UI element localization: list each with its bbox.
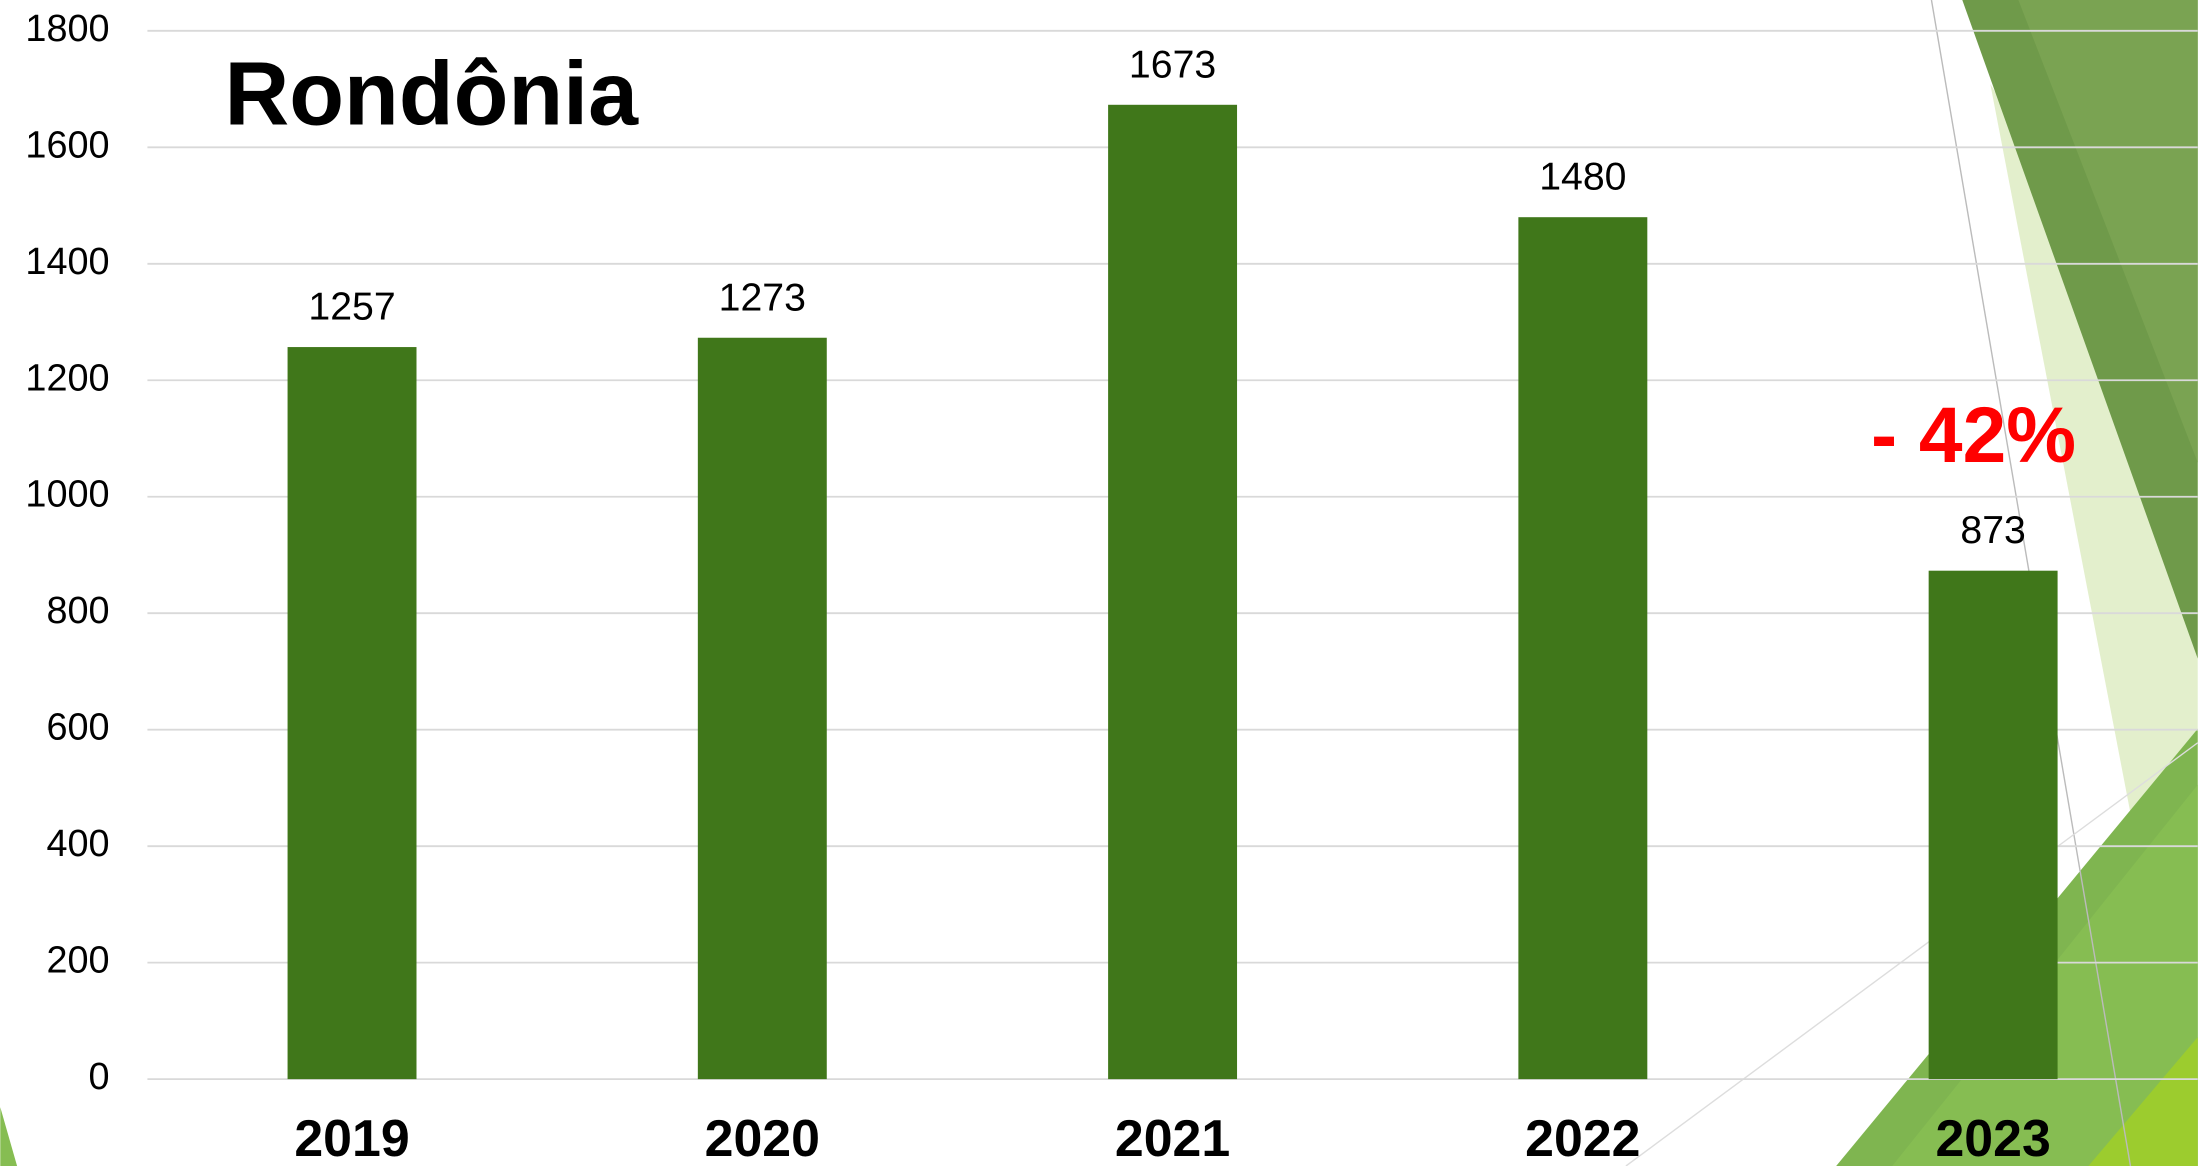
y-tick-label: 1600 [25, 124, 109, 166]
value-label: 1257 [308, 285, 395, 329]
value-label: 1673 [1129, 42, 1216, 86]
y-tick-label: 1200 [25, 357, 109, 399]
bar [1108, 104, 1238, 1080]
x-tick-label: 2023 [1935, 1109, 2050, 1166]
y-tick-label: 0 [89, 1056, 110, 1098]
marks: 2019 1257 2020 1273 2021 1673 2022 1480 2023 873 [287, 42, 2058, 1166]
y-tick-label: 200 [46, 940, 109, 982]
chart-title: Rondônia [225, 45, 640, 145]
y-tick-label: 1000 [25, 474, 109, 516]
x-tick-label: 2020 [705, 1109, 820, 1166]
value-label: 1480 [1539, 155, 1626, 199]
bar [697, 337, 827, 1080]
bar [1928, 570, 2058, 1080]
y-tick-label: 600 [46, 707, 109, 749]
x-tick-label: 2022 [1525, 1109, 1640, 1166]
x-tick-label: 2021 [1115, 1109, 1230, 1166]
x-tick-label: 2019 [294, 1109, 409, 1166]
bar [287, 347, 417, 1080]
y-tick-label: 800 [46, 590, 109, 632]
annotation: - 42% [1871, 391, 2076, 479]
bar [1518, 217, 1648, 1080]
y-tick-label: 1800 [25, 8, 109, 50]
value-label: 1273 [719, 275, 806, 319]
y-tick-label: 400 [46, 823, 109, 865]
y-tick-label: 1400 [25, 241, 109, 283]
value-label: 873 [1960, 508, 2025, 552]
